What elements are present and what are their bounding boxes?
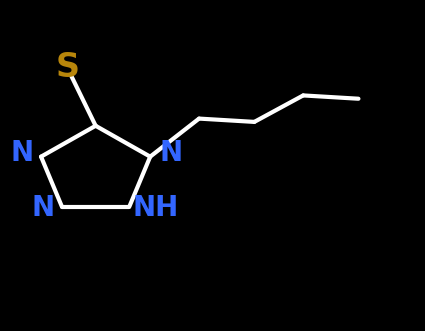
- Text: NH: NH: [133, 194, 179, 222]
- Text: N: N: [10, 139, 34, 167]
- Text: N: N: [31, 194, 54, 222]
- Text: S: S: [56, 51, 80, 84]
- Text: N: N: [159, 139, 182, 167]
